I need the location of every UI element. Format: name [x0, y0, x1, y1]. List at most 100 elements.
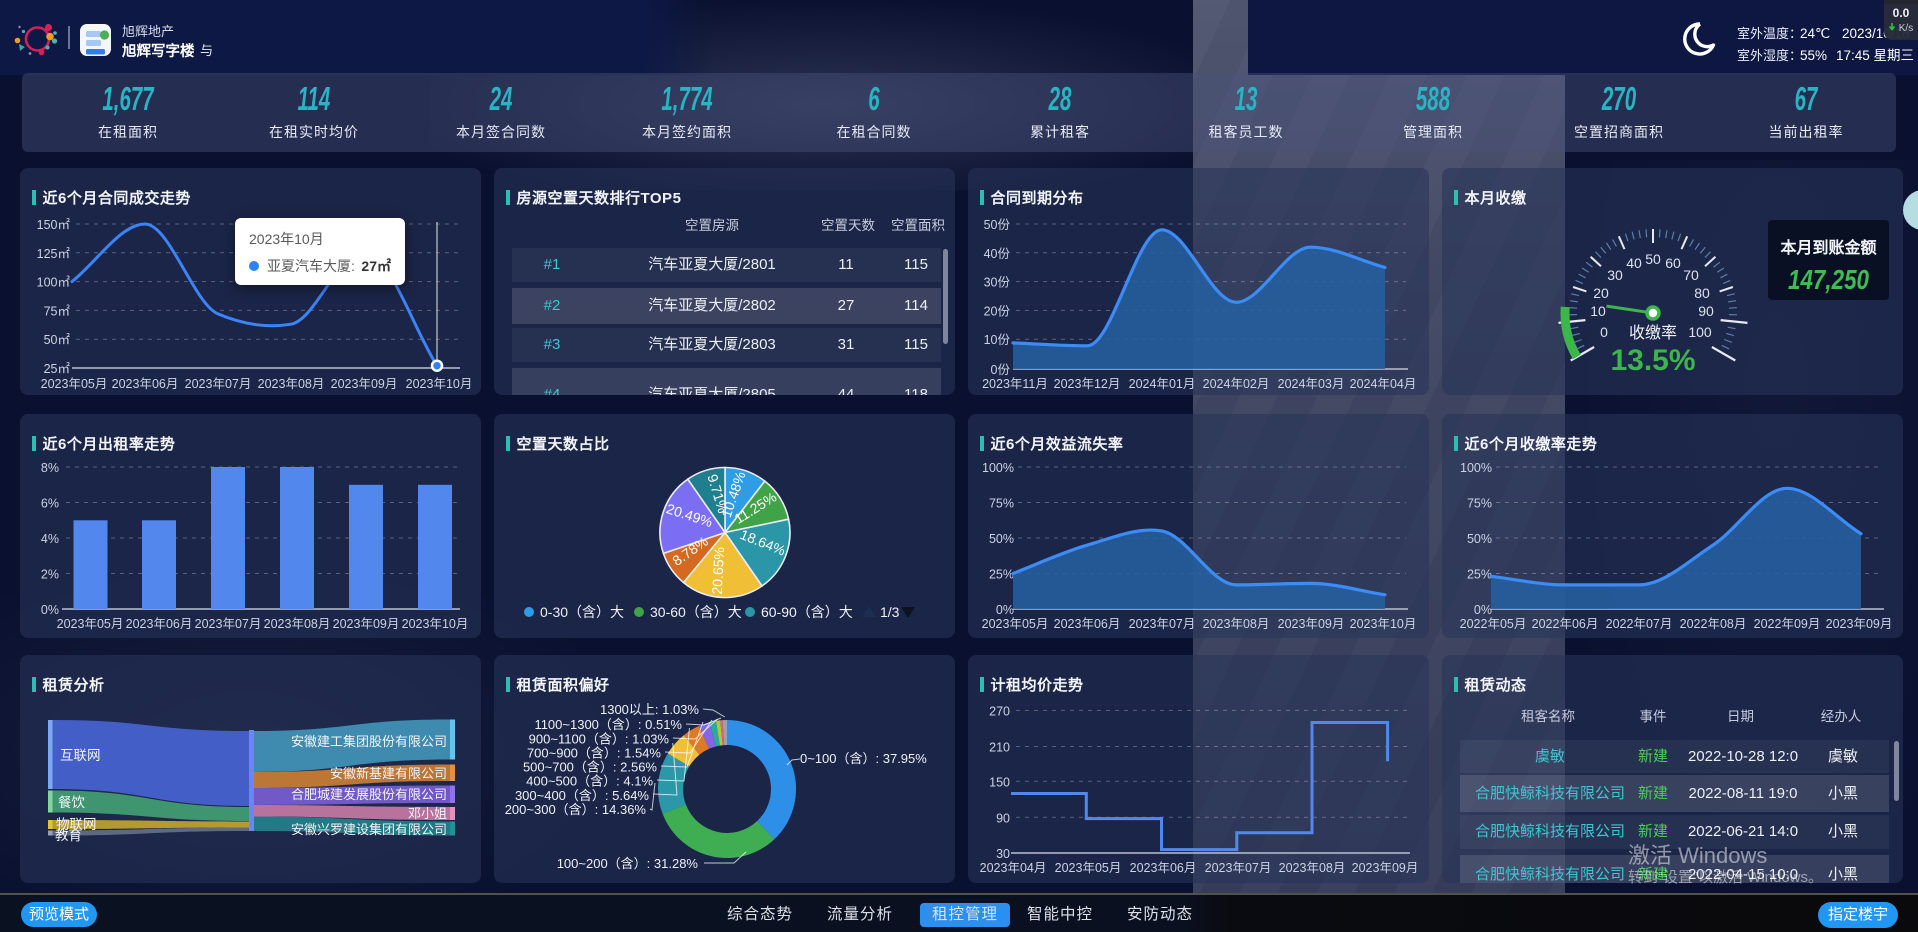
- svg-text:25㎡: 25㎡: [44, 362, 71, 376]
- svg-text:2023年10月: 2023年10月: [406, 377, 473, 391]
- svg-text:1100~1300（含）: 0.51%: 1100~1300（含）: 0.51%: [534, 717, 682, 732]
- svg-text:2023年10月: 2023年10月: [402, 617, 469, 631]
- svg-text:2023年07月: 2023年07月: [195, 617, 262, 631]
- svg-text:50%: 50%: [1467, 532, 1492, 546]
- svg-text:13.5%: 13.5%: [1610, 344, 1695, 377]
- svg-text:2022年08月: 2022年08月: [1680, 617, 1747, 631]
- svg-text:安徽新基建有限公司: 安徽新基建有限公司: [330, 766, 447, 781]
- svg-text:物联网: 物联网: [56, 817, 97, 832]
- svg-text:教育: 教育: [55, 828, 82, 843]
- svg-text:2024年04月: 2024年04月: [1350, 377, 1417, 391]
- svg-text:75%: 75%: [989, 497, 1014, 511]
- svg-text:100~200（含）: 31.28%: 100~200（含）: 31.28%: [557, 856, 699, 871]
- svg-text:125㎡: 125㎡: [37, 247, 71, 261]
- svg-text:1/3: 1/3: [880, 604, 900, 620]
- svg-text:2024年02月: 2024年02月: [1203, 377, 1270, 391]
- svg-text:2023年10月: 2023年10月: [1350, 617, 1417, 631]
- svg-text:40份: 40份: [984, 247, 1011, 261]
- svg-text:6%: 6%: [41, 497, 59, 511]
- svg-text:2024年01月: 2024年01月: [1129, 377, 1196, 391]
- svg-text:0%: 0%: [1474, 603, 1492, 617]
- svg-text:2022年06月: 2022年06月: [1532, 617, 1599, 631]
- svg-text:室外湿度：: 室外湿度：: [1737, 48, 1802, 63]
- svg-text:20份: 20份: [984, 304, 1011, 318]
- svg-text:30份: 30份: [984, 276, 1011, 290]
- svg-text:安徽建工集团股份有限公司: 安徽建工集团股份有限公司: [291, 734, 447, 749]
- svg-text:75%: 75%: [1467, 497, 1492, 511]
- svg-text:2023年09月: 2023年09月: [1826, 617, 1893, 631]
- svg-text:2023年06月: 2023年06月: [126, 617, 193, 631]
- svg-text:2023年09月: 2023年09月: [331, 377, 398, 391]
- svg-text:200~300（含）: 14.36%: 200~300（含）: 14.36%: [505, 802, 647, 817]
- svg-text:30: 30: [1607, 267, 1623, 283]
- svg-text:4%: 4%: [41, 532, 59, 546]
- svg-text:2%: 2%: [41, 568, 59, 582]
- svg-text:80: 80: [1694, 285, 1710, 301]
- svg-text:2023年11月: 2023年11月: [982, 377, 1048, 391]
- svg-text:2023年08月: 2023年08月: [1279, 861, 1346, 875]
- svg-text:2023年07月: 2023年07月: [1129, 617, 1196, 631]
- svg-text:150: 150: [989, 775, 1010, 789]
- svg-text:90: 90: [996, 811, 1010, 825]
- svg-text:与: 与: [200, 43, 213, 58]
- svg-text:17:45 星期三: 17:45 星期三: [1836, 48, 1914, 63]
- svg-text:2023年08月: 2023年08月: [258, 377, 325, 391]
- svg-text:500~700（含）: 2.56%: 500~700（含）: 2.56%: [523, 760, 657, 775]
- svg-text:100%: 100%: [1460, 461, 1492, 475]
- svg-text:50%: 50%: [989, 532, 1014, 546]
- svg-text:0.0: 0.0: [1893, 6, 1910, 20]
- svg-text:0份: 0份: [991, 363, 1011, 377]
- svg-text:30-60（含）大: 30-60（含）大: [650, 604, 742, 620]
- svg-text:50: 50: [1645, 251, 1661, 267]
- svg-text:2023年05月: 2023年05月: [1055, 861, 1122, 875]
- svg-text:60: 60: [1665, 255, 1681, 271]
- svg-text:K/s: K/s: [1899, 23, 1913, 34]
- svg-text:25%: 25%: [989, 568, 1014, 582]
- svg-text:2023年12月: 2023年12月: [1054, 377, 1121, 391]
- svg-text:20.65%: 20.65%: [709, 547, 727, 595]
- svg-text:8%: 8%: [41, 461, 59, 475]
- svg-text:55%: 55%: [1800, 48, 1827, 63]
- svg-text:安徽兴罗建设集团有限公司: 安徽兴罗建设集团有限公司: [291, 822, 447, 837]
- svg-text:2023年06月: 2023年06月: [1054, 617, 1121, 631]
- svg-text:2023年07月: 2023年07月: [1205, 861, 1272, 875]
- svg-text:1300以上: 1.03%: 1300以上: 1.03%: [600, 702, 699, 717]
- svg-text:餐饮: 餐饮: [58, 795, 85, 810]
- svg-text:210: 210: [989, 741, 1010, 755]
- svg-text:0: 0: [1600, 324, 1608, 340]
- svg-text:30: 30: [996, 847, 1010, 861]
- svg-text:90: 90: [1698, 303, 1714, 319]
- svg-text:400~500（含）: 4.1%: 400~500（含）: 4.1%: [526, 774, 653, 789]
- svg-text:2022年05月: 2022年05月: [1460, 617, 1527, 631]
- svg-text:0~100（含）: 37.95%: 0~100（含）: 37.95%: [800, 751, 927, 766]
- svg-text:2023年08月: 2023年08月: [1203, 617, 1270, 631]
- svg-text:10: 10: [1590, 303, 1606, 319]
- svg-text:10份: 10份: [984, 333, 1011, 347]
- svg-text:2023年09月: 2023年09月: [1352, 861, 1419, 875]
- svg-text:收缴率: 收缴率: [1629, 324, 1677, 342]
- svg-text:2023年05月: 2023年05月: [57, 617, 124, 631]
- svg-text:室外温度：: 室外温度：: [1737, 26, 1802, 41]
- svg-text:2023年04月: 2023年04月: [980, 861, 1047, 875]
- svg-text:2023年07月: 2023年07月: [185, 377, 252, 391]
- svg-text:旭辉写字楼: 旭辉写字楼: [121, 42, 195, 60]
- svg-text:0%: 0%: [996, 603, 1014, 617]
- svg-text:合肥城建发展股份有限公司: 合肥城建发展股份有限公司: [291, 787, 447, 802]
- svg-text:2022年09月: 2022年09月: [1754, 617, 1821, 631]
- svg-text:40: 40: [1626, 255, 1642, 271]
- svg-text:50㎡: 50㎡: [44, 333, 71, 347]
- svg-text:25%: 25%: [1467, 568, 1492, 582]
- svg-text:2023年09月: 2023年09月: [333, 617, 400, 631]
- svg-text:270: 270: [989, 704, 1010, 718]
- svg-text:70: 70: [1683, 267, 1699, 283]
- svg-text:2023年05月: 2023年05月: [982, 617, 1049, 631]
- svg-text:100㎡: 100㎡: [37, 276, 71, 290]
- svg-text:2023年06月: 2023年06月: [112, 377, 179, 391]
- svg-text:24℃: 24℃: [1800, 26, 1830, 41]
- svg-text:100%: 100%: [982, 461, 1014, 475]
- svg-text:60-90（含）大: 60-90（含）大: [761, 604, 853, 620]
- svg-text:100: 100: [1688, 324, 1712, 340]
- svg-text:150㎡: 150㎡: [37, 218, 71, 232]
- svg-text:2023年09月: 2023年09月: [1278, 617, 1345, 631]
- svg-text:2023年05月: 2023年05月: [41, 377, 108, 391]
